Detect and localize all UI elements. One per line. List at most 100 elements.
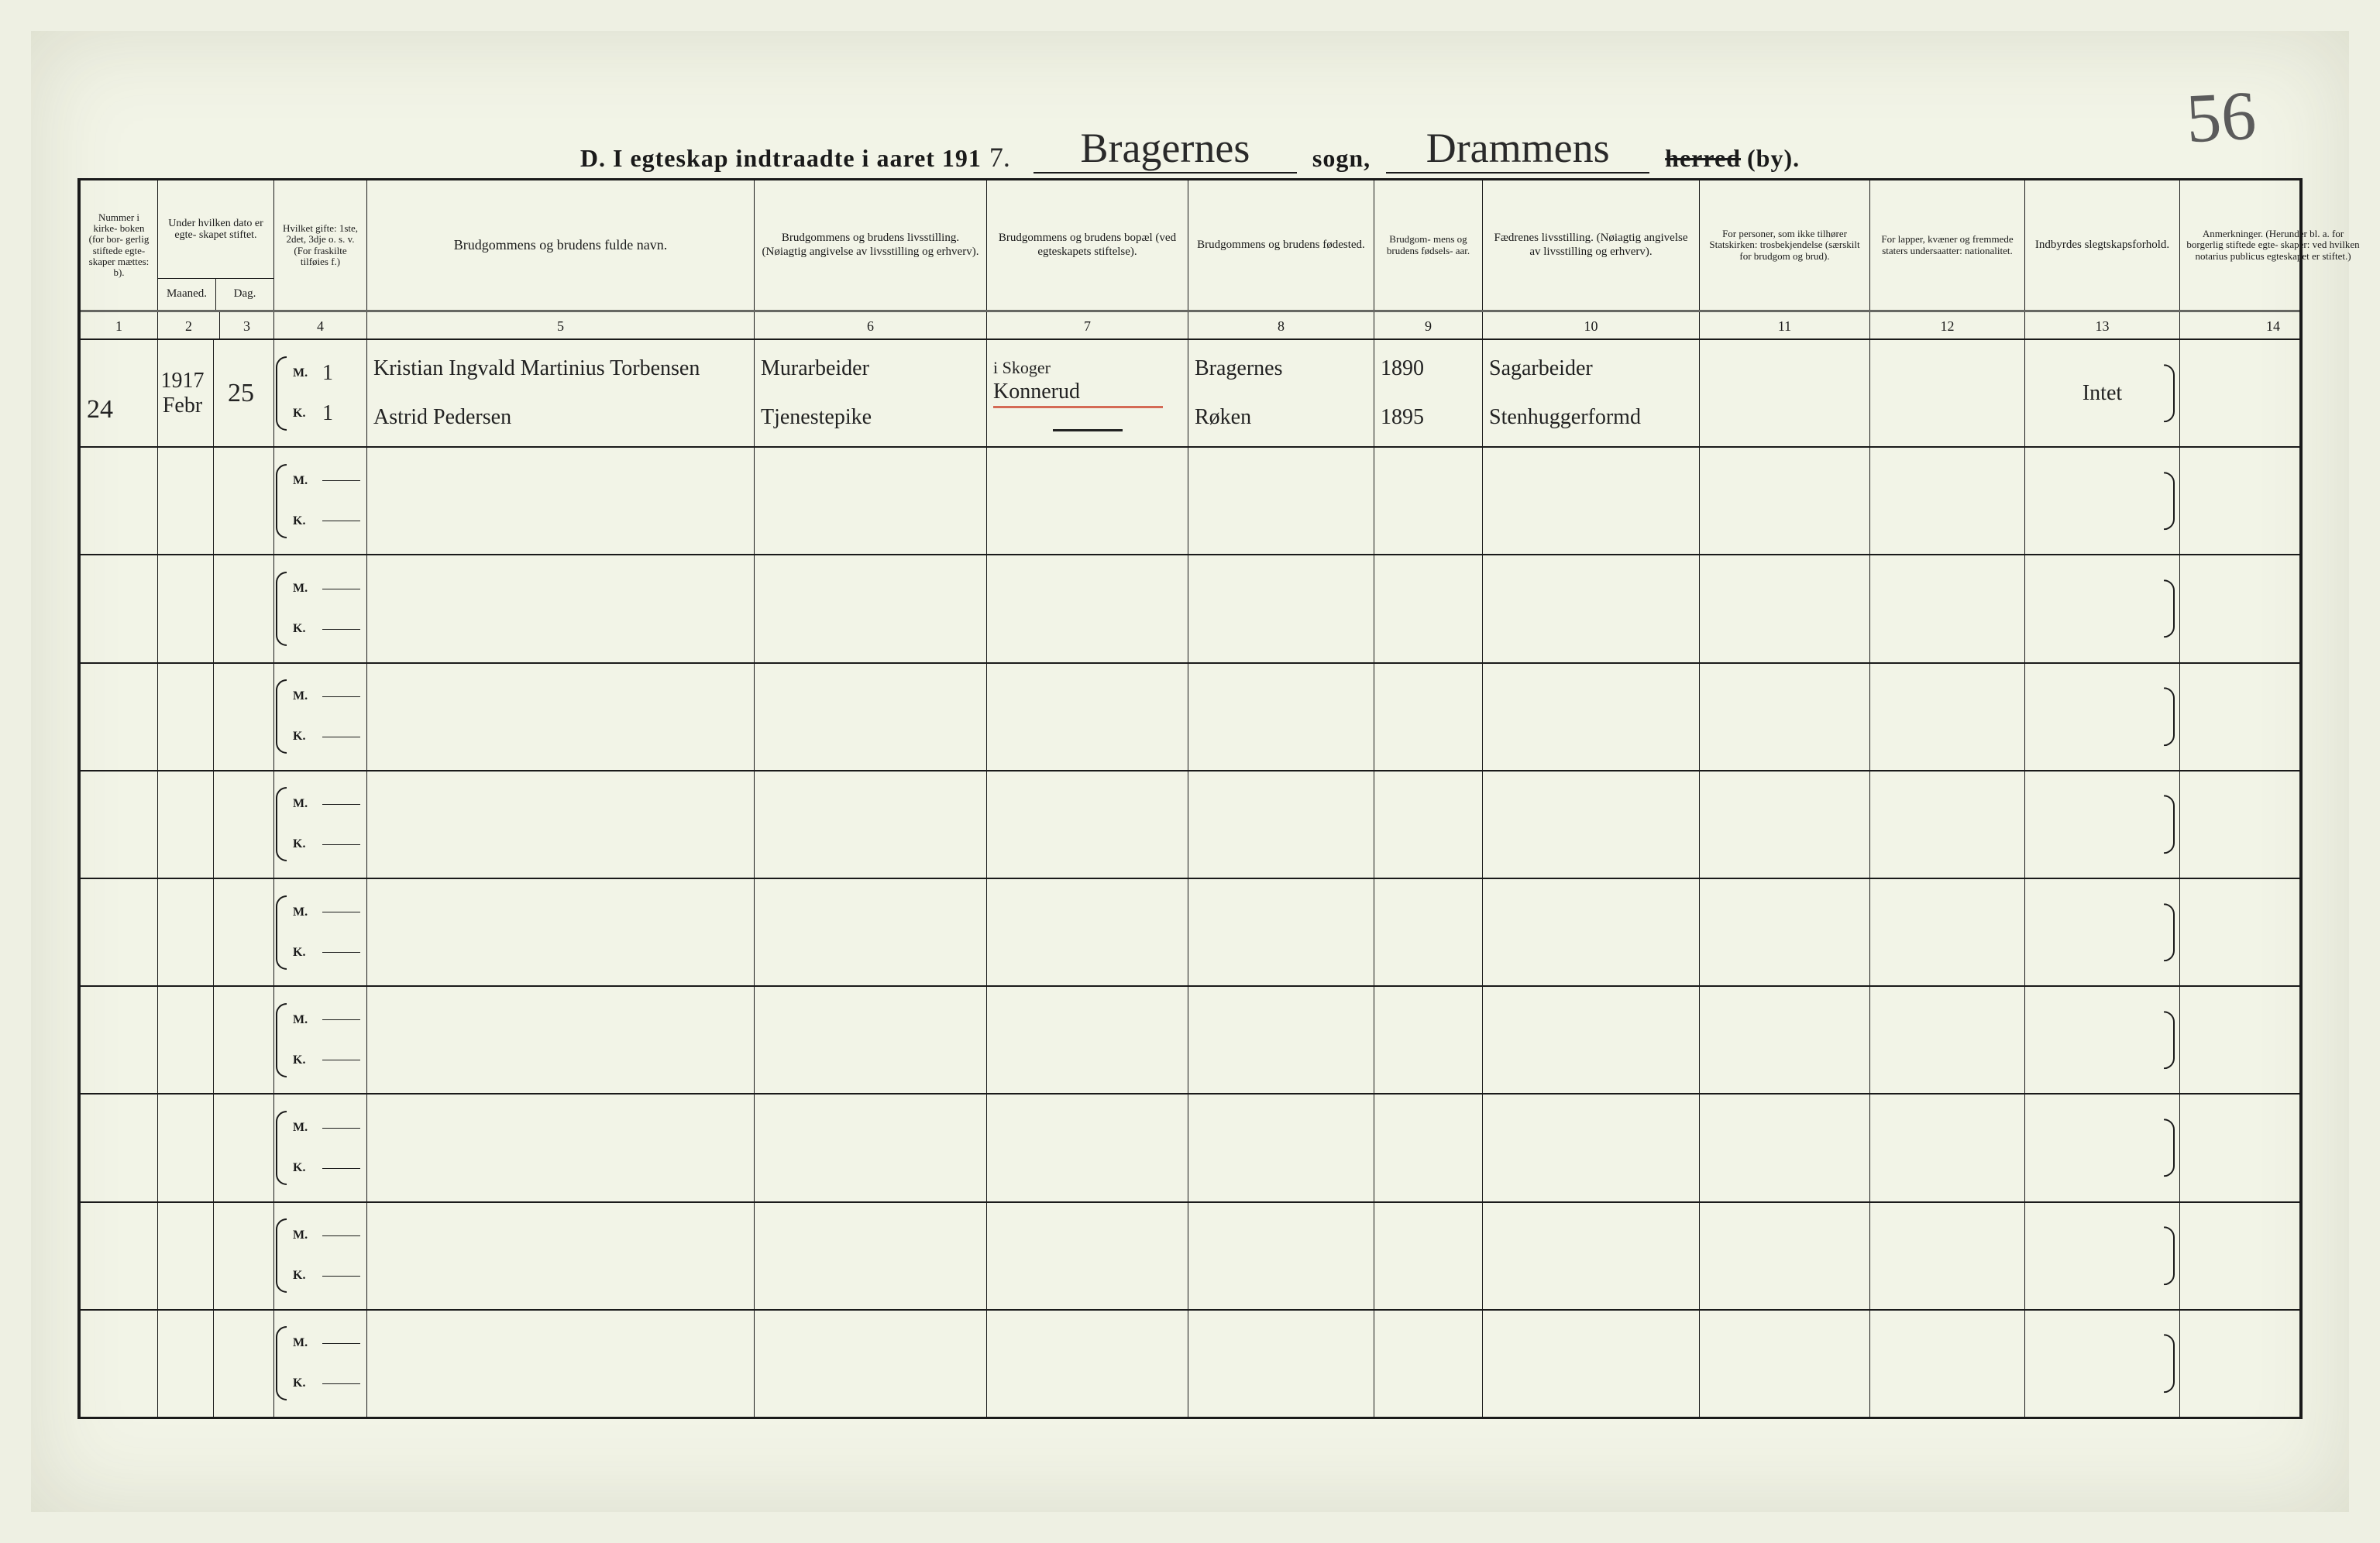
- mk-k: K.: [293, 1053, 315, 1067]
- col-7-header: Brudgommens og brudens bopæl (ved egtesk…: [987, 180, 1188, 310]
- col-4-header: Hvilket gifte: 1ste, 2det, 3dje o. s. v.…: [274, 180, 367, 310]
- row1-faar-k: 1895: [1381, 405, 1476, 430]
- bracket-icon: [2164, 579, 2175, 637]
- mk-k: K.: [293, 1376, 315, 1390]
- bracket-icon: [2164, 1226, 2175, 1284]
- row1-stilling-m: Murarbeider: [761, 356, 980, 381]
- bracket-icon: [2164, 1011, 2175, 1069]
- mk-m: M.: [293, 1013, 315, 1027]
- mk-m: M.: [293, 366, 315, 380]
- cell-fodested: Bragernes Røken: [1188, 340, 1374, 446]
- bracket-icon: [2164, 687, 2175, 745]
- colnum: 8: [1188, 312, 1374, 340]
- bracket-icon: [276, 464, 287, 538]
- col-5-header: Brudgommens og brudens fulde navn.: [367, 180, 755, 310]
- cell-slegt: Intet: [2025, 340, 2180, 446]
- bracket-icon: [276, 572, 287, 646]
- col-11-header: For personer, som ikke tilhører Statskir…: [1700, 180, 1870, 310]
- bracket-icon: [276, 1111, 287, 1185]
- bracket-icon: [2164, 903, 2175, 961]
- col-6-header: Brudgommens og brudens livsstilling. (Nø…: [755, 180, 987, 310]
- row1-navn-m: Kristian Ingvald Martinius Torbensen: [373, 356, 748, 381]
- bracket-icon: [2164, 472, 2175, 530]
- colnum: 12: [1870, 312, 2025, 340]
- bracket-icon: [2164, 364, 2175, 422]
- row1-fodested-m: Bragernes: [1195, 356, 1367, 381]
- bracket-icon: [2164, 796, 2175, 854]
- row1-far-k: Stenhuggerformd: [1489, 405, 1693, 430]
- colnum: 4: [274, 312, 367, 340]
- table-row: M. K.: [81, 987, 2299, 1095]
- col-2-sub: Maaned.: [158, 279, 216, 310]
- mk-m: M.: [293, 906, 315, 919]
- row1-gifte-k: 1: [322, 401, 333, 426]
- col-3-sub: Dag.: [216, 279, 273, 310]
- bracket-icon: [276, 895, 287, 970]
- col-9-header: Brudgom- mens og brudens fødsels- aar.: [1374, 180, 1483, 310]
- colnum: 14: [2180, 312, 2366, 340]
- col-1-header: Nummer i kirke- boken (for bor- gerlig s…: [81, 180, 158, 310]
- cell-gifte: M. 1 K. 1: [274, 340, 367, 446]
- colnum: 3: [220, 312, 274, 340]
- table-row: M.K.: [81, 448, 2299, 555]
- cell-nat: [1870, 340, 2025, 446]
- col-10-header: Fædrenes livsstilling. (Nøiagtig angivel…: [1483, 180, 1700, 310]
- table-row: M.K.: [81, 1203, 2299, 1311]
- bracket-icon: [2164, 1119, 2175, 1177]
- colnum-row: 1 2 3 4 5 6 7 8 9 10 11 12 13 14: [81, 312, 2299, 340]
- red-underline-icon: [993, 406, 1163, 408]
- mk-k: K.: [293, 407, 315, 421]
- mk-k: K.: [293, 1161, 315, 1175]
- cell-far: Sagarbeider Stenhuggerformd: [1483, 340, 1700, 446]
- mk-k: K.: [293, 837, 315, 851]
- row1-slegt: Intet: [2082, 381, 2122, 406]
- row1-year: 1917: [161, 369, 205, 393]
- mk-m: M.: [293, 1229, 315, 1242]
- row1-stilling-k: Tjenestepike: [761, 405, 980, 430]
- col-2-3-header: Under hvilken dato er egte- skapet stift…: [158, 180, 273, 279]
- mk-m: M.: [293, 797, 315, 811]
- mk-m: M.: [293, 582, 315, 596]
- row1-far-m: Sagarbeider: [1489, 356, 1693, 381]
- bracket-icon: [276, 787, 287, 861]
- title-herred-word: herred: [1665, 144, 1741, 172]
- mk-m: M.: [293, 689, 315, 703]
- bracket-icon: [276, 1218, 287, 1293]
- col-14-header: Anmerkninger. (Herunder bl. a. for borge…: [2180, 180, 2366, 310]
- colnum: 2: [158, 312, 220, 340]
- title-row: D. I egteskap indtraadte i aaret 1917. B…: [31, 124, 2349, 174]
- table-row: M. K.: [81, 772, 2299, 879]
- ledger-table: Nummer i kirke- boken (for bor- gerlig s…: [77, 178, 2303, 1419]
- title-prefix: D. I egteskap indtraadte i aaret 191: [580, 144, 982, 172]
- title-year-digit: 7.: [982, 141, 1018, 174]
- bracket-icon: [276, 1003, 287, 1077]
- table-row: 24 1917 Febr 25: [81, 340, 2299, 448]
- cell-anm: [2180, 340, 2366, 446]
- title-by-word: (by).: [1747, 144, 1800, 172]
- mk-m: M.: [293, 1121, 315, 1135]
- row1-faar-m: 1890: [1381, 356, 1476, 381]
- cell-num: 24: [81, 340, 158, 446]
- paper-sheet: 56 D. I egteskap indtraadte i aaret 1917…: [31, 31, 2349, 1512]
- cell-navn: Kristian Ingvald Martinius Torbensen Ast…: [367, 340, 755, 446]
- title-herred-hand: Drammens: [1419, 124, 1618, 172]
- bracket-icon: [276, 356, 287, 431]
- row1-gifte-m: 1: [322, 361, 333, 386]
- colnum: 6: [755, 312, 987, 340]
- header-row: Nummer i kirke- boken (for bor- gerlig s…: [81, 180, 2299, 312]
- bracket-icon: [2164, 1335, 2175, 1393]
- mk-m: M.: [293, 474, 315, 488]
- row1-bopel-m: Konnerud: [993, 380, 1080, 404]
- colnum: 11: [1700, 312, 1870, 340]
- col-12-header: For lapper, kvæner og fremmede staters u…: [1870, 180, 2025, 310]
- colnum: 7: [987, 312, 1188, 340]
- colnum: 13: [2025, 312, 2180, 340]
- colnum: 9: [1374, 312, 1483, 340]
- table-row: M.K.: [81, 879, 2299, 987]
- cell-stilling: Murarbeider Tjenestepike: [755, 340, 987, 446]
- mk-k: K.: [293, 622, 315, 636]
- mk-k: K.: [293, 730, 315, 744]
- table-row: M.K.: [81, 1311, 2299, 1417]
- table-row: M. K.: [81, 1095, 2299, 1202]
- ditto-dash-icon: [1053, 429, 1123, 431]
